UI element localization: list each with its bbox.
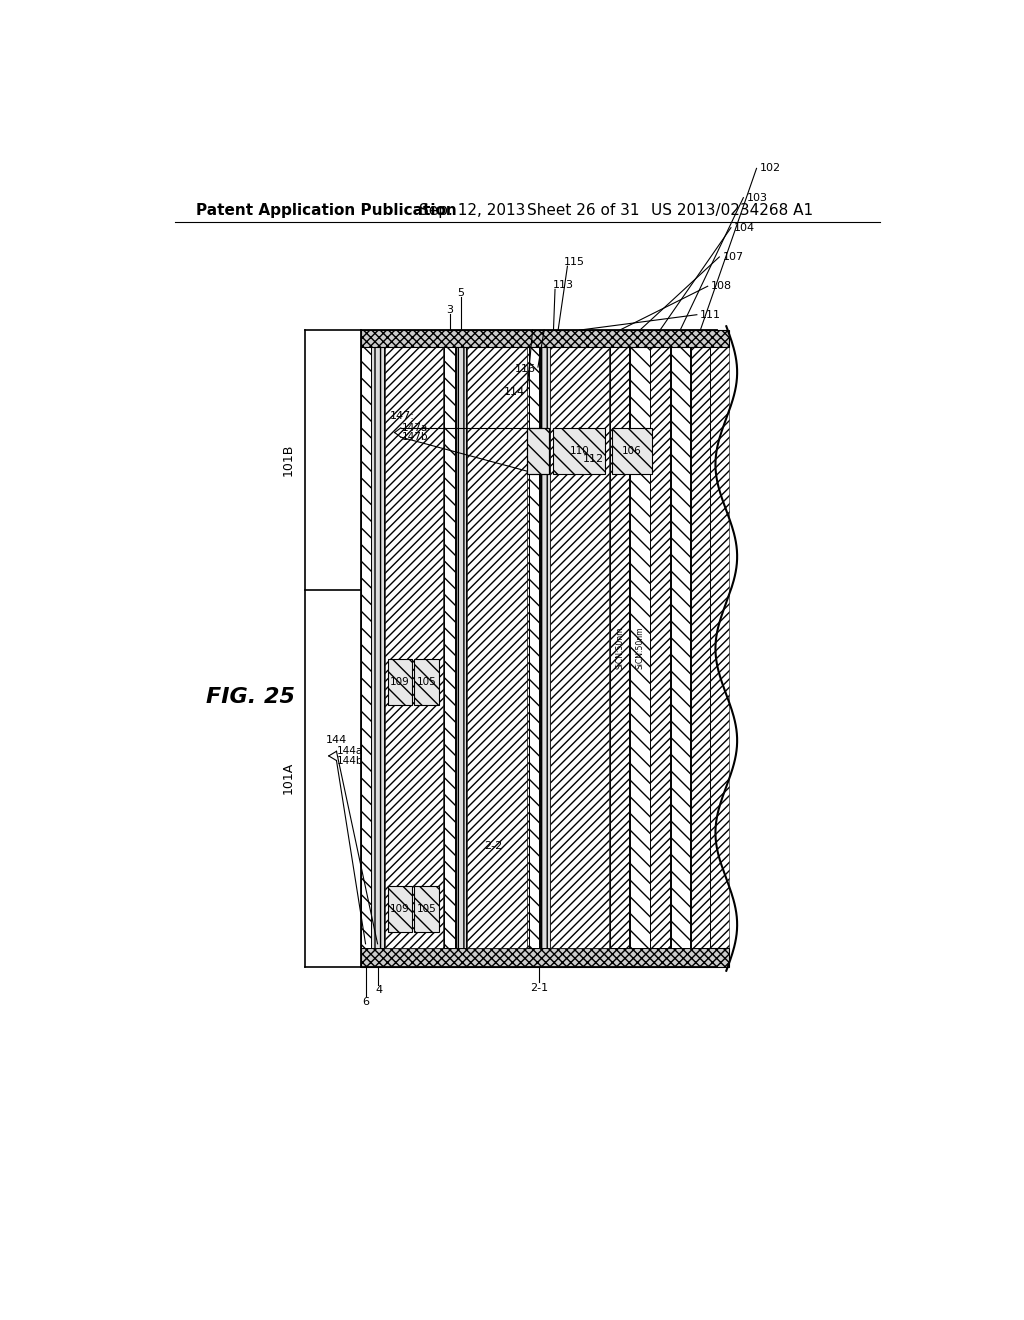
Bar <box>360 330 729 347</box>
Text: 116: 116 <box>515 363 536 374</box>
Text: 5: 5 <box>458 288 464 298</box>
Bar <box>467 347 527 948</box>
Text: SiCN:50nm: SiCN:50nm <box>635 626 644 669</box>
Text: 101A: 101A <box>282 762 295 795</box>
Text: 102: 102 <box>760 164 780 173</box>
Text: 144: 144 <box>326 735 347 744</box>
Bar <box>456 347 466 948</box>
Bar <box>372 347 384 948</box>
Text: 110: 110 <box>569 446 590 455</box>
Bar <box>414 659 438 705</box>
Text: 147:: 147: <box>390 412 415 421</box>
Text: 6: 6 <box>362 997 369 1007</box>
Bar <box>671 347 690 948</box>
Text: 109: 109 <box>390 904 410 915</box>
Text: 144a: 144a <box>337 746 364 756</box>
Bar <box>690 347 710 948</box>
Bar <box>388 659 413 705</box>
Bar <box>630 347 649 948</box>
Text: 106: 106 <box>622 446 642 455</box>
Text: 101B: 101B <box>282 444 295 477</box>
Text: 3: 3 <box>446 305 454 315</box>
Bar <box>540 347 550 948</box>
Text: 4: 4 <box>376 985 383 995</box>
Bar <box>550 347 608 948</box>
Text: 104: 104 <box>734 223 755 232</box>
Bar <box>360 347 371 948</box>
Bar <box>527 428 549 474</box>
Text: 105: 105 <box>417 904 436 915</box>
Text: 2-1: 2-1 <box>529 983 548 994</box>
Text: 115: 115 <box>564 257 586 268</box>
Text: 112: 112 <box>584 454 604 463</box>
Text: Patent Application Publication: Patent Application Publication <box>197 203 457 218</box>
Bar <box>611 428 652 474</box>
Bar <box>388 886 413 932</box>
Text: 147a: 147a <box>401 422 428 433</box>
Text: SiCN:50nm: SiCN:50nm <box>615 626 625 669</box>
Bar <box>360 948 729 966</box>
Bar <box>528 347 539 948</box>
Text: 147b: 147b <box>401 432 428 442</box>
Bar <box>527 428 549 474</box>
Bar <box>414 886 438 932</box>
Text: 111: 111 <box>700 310 721 319</box>
Text: 105: 105 <box>417 677 436 686</box>
Text: 2-2: 2-2 <box>484 841 502 850</box>
Text: Sep. 12, 2013: Sep. 12, 2013 <box>419 203 525 218</box>
Text: 144b: 144b <box>337 755 364 766</box>
Bar <box>650 347 670 948</box>
Text: FIG. 25: FIG. 25 <box>206 688 295 708</box>
Text: 109: 109 <box>390 677 410 686</box>
Text: US 2013/0234268 A1: US 2013/0234268 A1 <box>651 203 813 218</box>
Bar <box>385 347 442 948</box>
Text: 114: 114 <box>504 387 524 397</box>
Bar <box>554 428 605 474</box>
Text: 108: 108 <box>711 281 732 292</box>
Text: 103: 103 <box>746 193 767 203</box>
Bar <box>444 347 455 948</box>
Bar <box>610 347 630 948</box>
Bar <box>360 347 729 948</box>
Text: 113: 113 <box>553 280 573 290</box>
Text: 107: 107 <box>722 252 743 261</box>
Text: Sheet 26 of 31: Sheet 26 of 31 <box>527 203 640 218</box>
